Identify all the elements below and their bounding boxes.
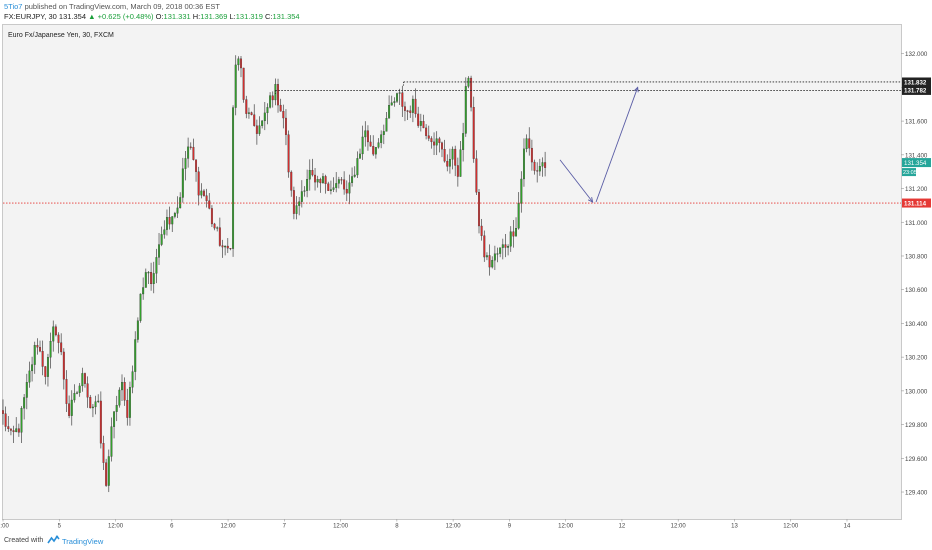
close-label: C:: [264, 12, 273, 21]
high-label: H:: [192, 12, 201, 21]
tradingview-brand-link[interactable]: TradingView: [62, 537, 104, 546]
symbol-label: FX:EURJPY, 30: [4, 12, 57, 21]
low-label: L:: [229, 12, 236, 21]
ohlc-line: FX:EURJPY, 30 131.354 ▲ +0.625 (+0.48%) …: [4, 12, 300, 21]
publish-date: published on TradingView.com, March 09, …: [24, 2, 220, 11]
change-value: +0.625 (+0.48%): [97, 12, 154, 21]
author-link[interactable]: 5Tio7: [4, 2, 23, 11]
low-value: 131.319: [235, 12, 263, 21]
publish-info: 5Tio7 published on TradingView.com, Marc…: [4, 2, 220, 11]
chart-area[interactable]: [2, 24, 902, 520]
created-with-label: Created with: [4, 537, 44, 544]
close-value: 131.354: [272, 12, 300, 21]
footer: Created with TradingView: [0, 530, 932, 550]
chart-title: Euro Fx/Japanese Yen, 30, FXCM: [8, 32, 114, 39]
chart-header: 5Tio7 published on TradingView.com, Marc…: [0, 0, 932, 24]
price-scale[interactable]: [902, 24, 932, 520]
open-label: O:: [155, 12, 164, 21]
high-value: 131.369: [200, 12, 228, 21]
time-axis[interactable]: [2, 519, 902, 531]
open-value: 131.331: [163, 12, 191, 21]
up-triangle-icon: ▲: [88, 12, 96, 21]
tradingview-logo-icon: [47, 535, 60, 544]
last-price: 131.354: [58, 12, 87, 21]
